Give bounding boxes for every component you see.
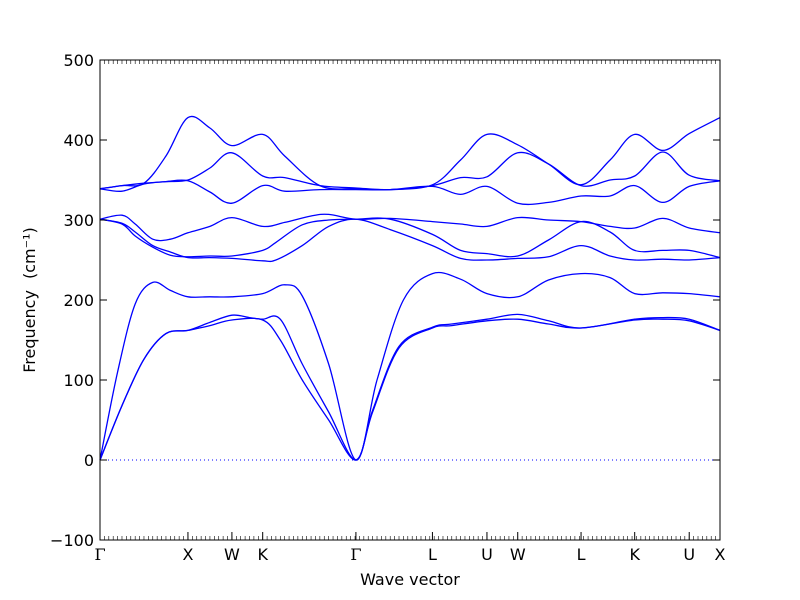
- plot-frame: [99, 59, 721, 541]
- y-tick-label: 500: [63, 51, 94, 70]
- x-tick-label: K: [629, 545, 640, 564]
- phonon-branch-6: [99, 213, 721, 242]
- x-tick-label: Γ: [350, 545, 361, 564]
- x-tick-label: L: [428, 545, 437, 564]
- x-tick-label: X: [182, 545, 193, 564]
- y-tick-label: 300: [63, 211, 94, 230]
- x-tick-label: W: [510, 545, 526, 564]
- x-tick-label: U: [481, 545, 493, 564]
- phonon-branch-3: [99, 271, 721, 461]
- y-tick-label: 400: [63, 131, 94, 150]
- y-tick-label: 0: [84, 451, 94, 470]
- x-tick-label: Γ: [94, 545, 105, 564]
- x-tick-label: X: [715, 545, 726, 564]
- x-tick-label: K: [257, 545, 268, 564]
- y-axis-title-unit: (cm⁻¹): [20, 227, 39, 279]
- x-axis-title: Wave vector: [360, 570, 460, 589]
- phonon-branch-9: [99, 115, 721, 191]
- y-axis-title: Frequency (cm⁻¹): [20, 227, 39, 372]
- y-tick-label: 100: [63, 371, 94, 390]
- x-tick-label: L: [577, 545, 586, 564]
- x-tick-label: W: [224, 545, 240, 564]
- y-axis-title-text: Frequency: [20, 290, 39, 373]
- x-tick-label: U: [683, 545, 695, 564]
- y-tick-label: 200: [63, 291, 94, 310]
- y-tick-label: −100: [50, 531, 94, 550]
